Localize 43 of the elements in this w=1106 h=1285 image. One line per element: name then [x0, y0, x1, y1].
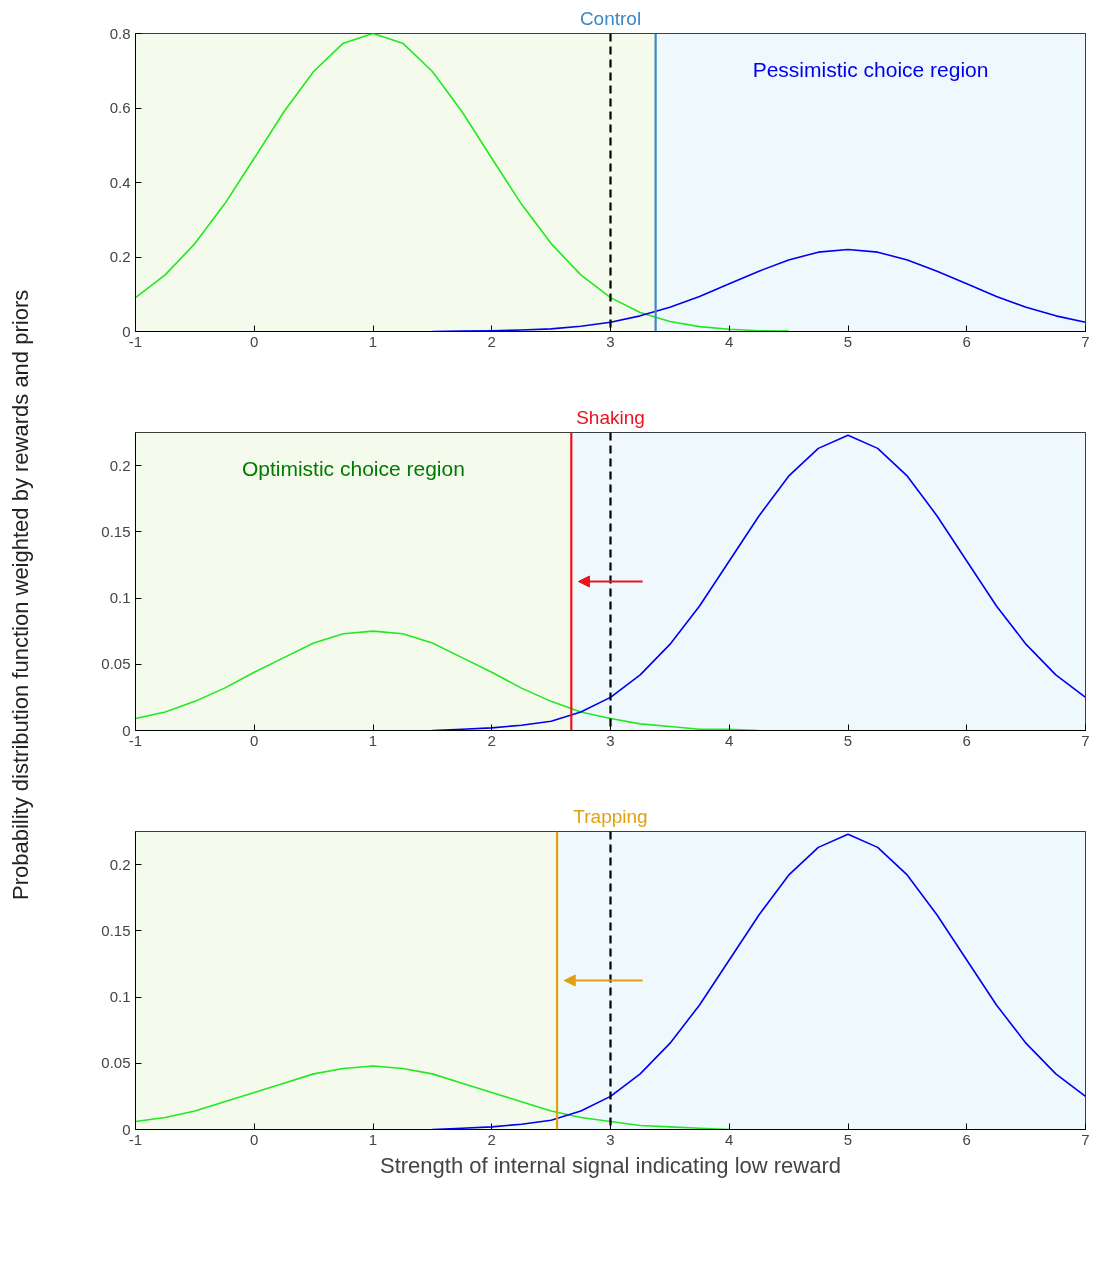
y-tick-label: 0.8 — [109, 24, 131, 42]
x-tick-label: 4 — [725, 332, 734, 350]
x-tick-label: 0 — [250, 1130, 259, 1148]
x-tick-label: 1 — [368, 731, 378, 749]
x-tick-label: 3 — [606, 1130, 615, 1148]
x-axis-title: Strength of internal signal indicating low reward — [379, 1152, 842, 1178]
x-tick-label: 2 — [487, 1130, 496, 1148]
y-tick-label: 0.1 — [109, 988, 131, 1006]
chart-title: Shaking — [576, 406, 645, 428]
y-axis-title: Probability distribution function weighted by rewards and priors — [7, 289, 34, 901]
y-tick-label: 0.05 — [101, 655, 131, 673]
y-tick-label: 0.15 — [101, 921, 131, 939]
x-tick-label: 7 — [1081, 1130, 1090, 1148]
y-tick-label: 0.1 — [109, 589, 131, 607]
x-tick-label: 4 — [725, 731, 734, 749]
x-tick-label: 0 — [250, 332, 259, 350]
x-tick-label: 1 — [368, 1130, 378, 1148]
chart-title: Trapping — [573, 805, 648, 827]
y-tick-label: 0.2 — [109, 456, 131, 474]
x-tick-label: 0 — [250, 731, 259, 749]
band-label: Pessimistic choice region — [752, 57, 989, 81]
x-tick-label: 6 — [962, 332, 971, 350]
y-tick-label: 0.2 — [109, 248, 131, 265]
x-tick-label: 3 — [606, 332, 615, 350]
x-tick-label: 6 — [962, 731, 971, 749]
x-tick-label: 5 — [843, 1130, 853, 1148]
chart-title: Control — [579, 7, 642, 29]
y-tick-label: 0.6 — [109, 99, 131, 116]
y-tick-label: 0.4 — [109, 173, 131, 191]
x-tick-label: 3 — [606, 731, 615, 749]
x-tick-label: 2 — [487, 332, 496, 350]
y-tick-label: 0.15 — [101, 522, 131, 540]
y-tick-label: 0.05 — [101, 1054, 131, 1072]
x-tick-label: 4 — [725, 1130, 734, 1148]
x-tick-label: 7 — [1081, 332, 1090, 350]
x-tick-label: 5 — [843, 332, 853, 350]
x-tick-label: 5 — [843, 731, 853, 749]
x-tick-label: 6 — [962, 1130, 971, 1148]
band-label: Optimistic choice region — [241, 456, 465, 480]
x-tick-label: 7 — [1081, 731, 1090, 749]
x-tick-label: 2 — [487, 731, 496, 749]
y-tick-label: 0.2 — [109, 855, 131, 873]
x-tick-label: 1 — [368, 332, 378, 350]
